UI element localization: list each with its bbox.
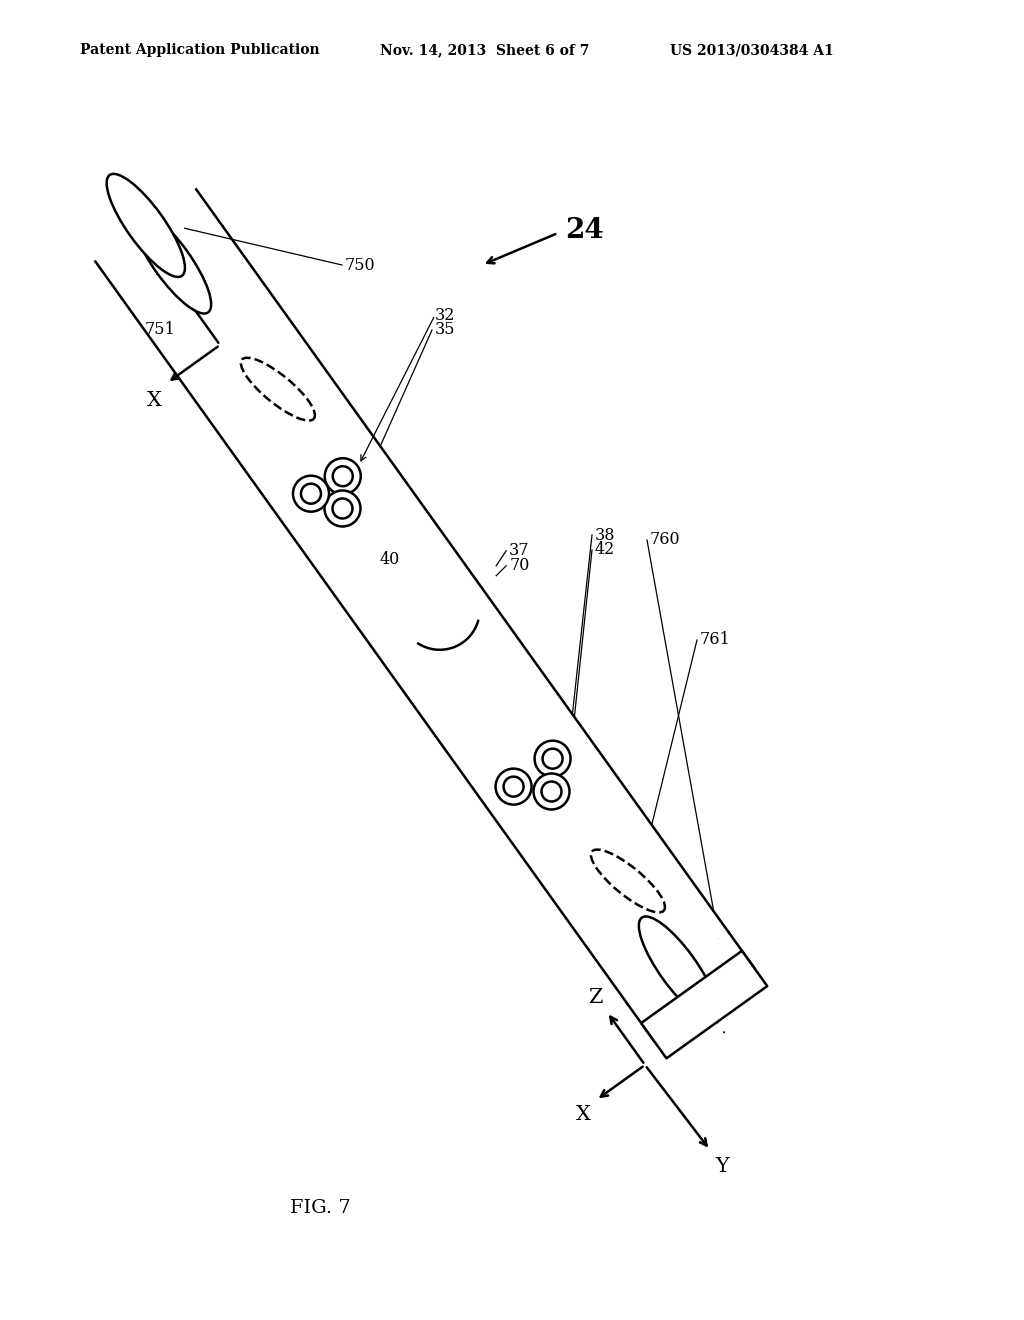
Text: X: X <box>147 391 162 411</box>
Circle shape <box>333 466 353 486</box>
Text: 37: 37 <box>509 543 529 560</box>
Polygon shape <box>95 189 222 298</box>
Circle shape <box>293 475 329 512</box>
Circle shape <box>496 768 531 805</box>
Circle shape <box>301 483 321 504</box>
Text: 40: 40 <box>380 552 400 569</box>
Ellipse shape <box>591 850 665 912</box>
Ellipse shape <box>241 358 315 421</box>
Circle shape <box>535 741 570 776</box>
Ellipse shape <box>133 210 211 314</box>
Text: US 2013/0304384 A1: US 2013/0304384 A1 <box>670 44 834 57</box>
Text: 42: 42 <box>595 541 615 558</box>
Text: 32: 32 <box>435 306 456 323</box>
Text: 38: 38 <box>595 527 615 544</box>
Circle shape <box>325 458 360 494</box>
Ellipse shape <box>639 916 717 1019</box>
Text: 24: 24 <box>565 216 603 243</box>
Polygon shape <box>641 950 767 1059</box>
Text: Z: Z <box>588 989 602 1007</box>
Text: 750: 750 <box>345 256 376 273</box>
Text: 751: 751 <box>144 322 175 338</box>
Text: Nov. 14, 2013  Sheet 6 of 7: Nov. 14, 2013 Sheet 6 of 7 <box>380 44 590 57</box>
Circle shape <box>325 491 360 527</box>
Circle shape <box>543 748 562 768</box>
Text: 70: 70 <box>509 557 529 574</box>
Text: Patent Application Publication: Patent Application Publication <box>80 44 319 57</box>
Circle shape <box>504 776 523 797</box>
Circle shape <box>534 774 569 809</box>
Text: Y: Y <box>715 1158 729 1176</box>
Text: 760: 760 <box>650 532 681 549</box>
Polygon shape <box>628 932 755 1040</box>
Text: 35: 35 <box>435 322 456 338</box>
Polygon shape <box>122 226 728 1005</box>
Ellipse shape <box>106 174 185 277</box>
Circle shape <box>542 781 561 801</box>
Circle shape <box>333 499 352 519</box>
Text: 761: 761 <box>700 631 731 648</box>
Text: X: X <box>577 1105 591 1123</box>
Text: FIG. 7: FIG. 7 <box>290 1199 350 1217</box>
Text: Z: Z <box>154 260 168 279</box>
